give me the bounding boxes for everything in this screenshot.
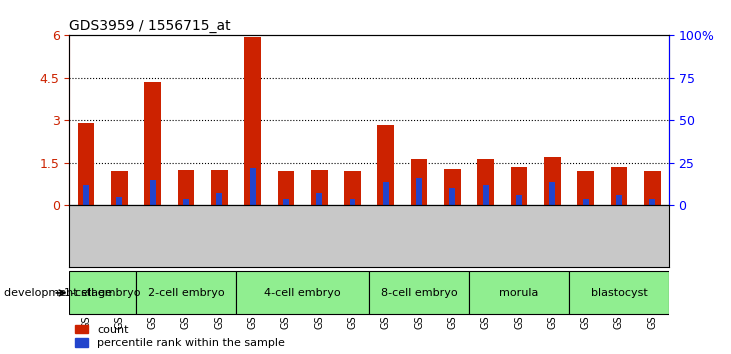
Text: blastocyst: blastocyst	[591, 288, 647, 298]
Bar	[150, 180, 156, 205]
Text: 2-cell embryo: 2-cell embryo	[148, 288, 224, 298]
Bar	[616, 195, 622, 205]
Bar	[544, 157, 561, 205]
Bar	[69, 272, 136, 314]
Bar	[278, 171, 294, 205]
Text: development stage: development stage	[4, 288, 112, 298]
Bar	[216, 193, 222, 205]
Bar	[383, 182, 389, 205]
Bar	[444, 169, 461, 205]
Bar	[311, 170, 327, 205]
Bar	[511, 167, 527, 205]
Text: 8-cell embryo: 8-cell embryo	[381, 288, 458, 298]
Bar	[83, 185, 89, 205]
Bar	[211, 170, 227, 205]
Bar	[145, 82, 161, 205]
Bar	[482, 185, 488, 205]
Bar	[283, 199, 289, 205]
Bar	[477, 159, 494, 205]
Text: morula: morula	[499, 288, 539, 298]
Bar	[111, 171, 128, 205]
Bar	[250, 168, 256, 205]
Bar	[344, 171, 361, 205]
Bar	[516, 195, 522, 205]
Text: 4-cell embryo: 4-cell embryo	[264, 288, 341, 298]
Bar	[411, 159, 428, 205]
Bar	[569, 272, 669, 314]
Bar	[178, 170, 194, 205]
Bar	[317, 193, 322, 205]
Text: 1-cell embryo: 1-cell embryo	[64, 288, 141, 298]
Bar	[450, 188, 455, 205]
Bar	[136, 272, 236, 314]
Bar	[369, 272, 469, 314]
Bar	[469, 272, 569, 314]
Bar	[550, 182, 556, 205]
Bar	[116, 197, 122, 205]
Bar	[577, 171, 594, 205]
Text: GDS3959 / 1556715_at: GDS3959 / 1556715_at	[69, 19, 231, 33]
Bar	[236, 272, 369, 314]
Bar	[377, 125, 394, 205]
Bar	[244, 37, 261, 205]
Bar	[649, 199, 655, 205]
Bar	[183, 199, 189, 205]
Bar	[644, 171, 661, 205]
Bar	[610, 167, 627, 205]
Bar	[77, 123, 94, 205]
Bar	[349, 199, 355, 205]
Bar	[416, 178, 422, 205]
Legend: count, percentile rank within the sample: count, percentile rank within the sample	[75, 325, 285, 348]
Bar	[583, 199, 588, 205]
